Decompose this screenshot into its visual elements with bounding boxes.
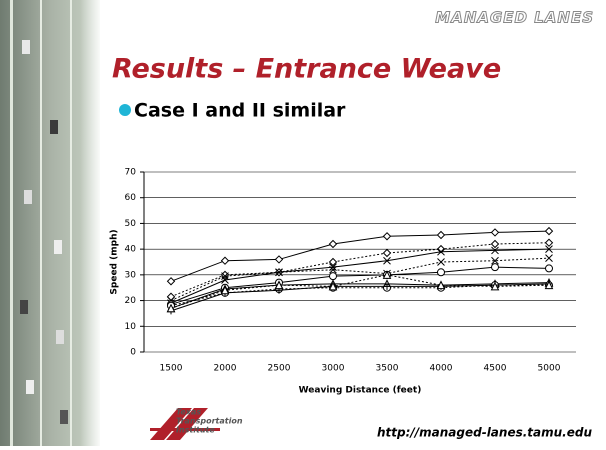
- marker: [328, 281, 338, 291]
- highway-photo: [0, 0, 100, 446]
- y-axis-label: Speed (mph): [110, 229, 120, 294]
- x-tick-label: 3500: [376, 364, 399, 374]
- chart: 0 10 20 30 40 50 60 70 1500 2000 2500 3000 3500 4000 4…: [110, 168, 576, 396]
- series-line: [170, 282, 550, 309]
- slide-body: [100, 0, 606, 446]
- marker: [436, 244, 446, 254]
- series-line: [170, 283, 550, 312]
- marker: [544, 280, 554, 290]
- marker: [545, 264, 553, 273]
- x-tick-label: 3000: [322, 364, 345, 374]
- series-line: [170, 257, 550, 302]
- marker: [545, 245, 553, 253]
- marker: [383, 282, 391, 290]
- x-tick-label: 2000: [214, 364, 237, 374]
- marker: [436, 230, 446, 240]
- marker: [382, 248, 392, 258]
- marker: [490, 228, 500, 237]
- marker: [329, 265, 337, 274]
- marker: [490, 281, 500, 291]
- y-tick-label: 30: [125, 270, 137, 280]
- logo-text: Texas: [176, 408, 201, 417]
- marker: [437, 258, 445, 266]
- y-tick-label: 50: [125, 219, 137, 229]
- x-tick-label: 1500: [160, 364, 183, 374]
- y-tick-label: 40: [125, 245, 137, 255]
- marker: [275, 268, 283, 277]
- brand: MANAGED LANES: [435, 9, 594, 27]
- marker: [544, 226, 554, 236]
- x-tick-label: 5000: [538, 364, 561, 374]
- x-tick-label: 4500: [484, 364, 507, 374]
- y-tick-label: 60: [125, 193, 137, 203]
- marker: [491, 263, 499, 272]
- marker: [544, 238, 554, 247]
- marker: [166, 277, 176, 286]
- y-tick-label: 0: [130, 348, 136, 358]
- series-line: [170, 266, 550, 305]
- marker: [220, 285, 230, 295]
- series-line: [170, 248, 550, 304]
- marker: [437, 268, 445, 277]
- marker: [166, 303, 176, 313]
- x-axis-label: Weaving Distance (feet): [299, 386, 422, 396]
- marker: [220, 256, 230, 265]
- y-tick-label: 10: [125, 322, 137, 332]
- logo-text: Institute: [176, 426, 215, 435]
- marker: [221, 272, 229, 280]
- series-line: [170, 242, 550, 298]
- marker: [274, 255, 284, 264]
- y-tick-label: 70: [125, 168, 137, 178]
- logo-text: Transportation: [176, 417, 243, 426]
- y-tick-label: 20: [125, 296, 137, 306]
- series-line: [170, 274, 550, 309]
- url: http://managed-lanes.tamu.edu: [377, 426, 592, 440]
- marker: [491, 256, 499, 265]
- marker: [383, 256, 391, 265]
- slide-title: Results – Entrance Weave: [112, 54, 501, 85]
- marker: [545, 254, 553, 262]
- bullet-text: Case I and II similar: [134, 100, 346, 122]
- series-line: [170, 230, 550, 282]
- marker: [328, 257, 338, 267]
- marker: [437, 247, 445, 256]
- marker: [274, 280, 284, 290]
- x-tick-label: 2500: [268, 364, 291, 374]
- marker: [490, 239, 500, 249]
- tti-logo: Texas Transportation Institute: [150, 408, 243, 440]
- marker: [491, 246, 499, 255]
- marker: [382, 270, 392, 279]
- marker: [328, 239, 338, 249]
- marker: [329, 272, 337, 281]
- x-tick-label: 4000: [430, 364, 453, 374]
- bullet-dot: [119, 104, 131, 116]
- marker: [382, 232, 392, 241]
- marker: [436, 280, 446, 290]
